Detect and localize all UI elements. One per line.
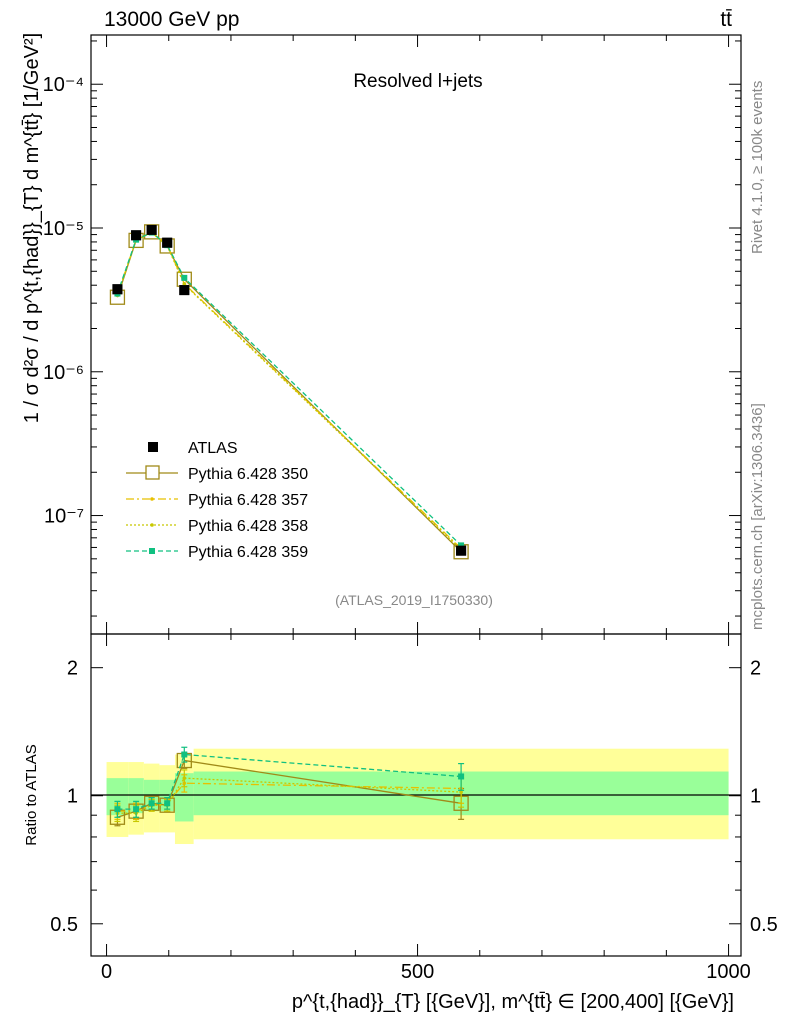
main-point-pythia-6-428-350-2	[143, 224, 160, 240]
main-point-atlas-top-0	[112, 284, 123, 295]
main-point-atlas-top-4	[179, 285, 190, 296]
ratio-x-tick-label: 1000	[706, 961, 751, 983]
x-axis-label: p^{t,{had}}_{T} [{GeV}], m^{tt̄} ∈ [200,…	[292, 991, 734, 1013]
legend-item-pythia-358: Pythia 6.428 358	[126, 518, 308, 535]
ratio-y-axis-label: Ratio to ATLAS	[23, 744, 40, 845]
main-point-atlas-top-3	[162, 237, 173, 248]
mcplots-label: mcplots.cern.ch [arXiv:1306.3436]	[749, 403, 766, 630]
ratio-band-inner-0	[106, 778, 129, 816]
ratio-y-tick-label-right: 2	[750, 658, 761, 680]
main-line-pythia-6-428-359	[116, 231, 462, 546]
main-y-tick-label: 10⁻⁶	[43, 362, 84, 384]
legend: ATLAS Pythia 6.428 350 Pythia 6.428 357 …	[126, 440, 308, 561]
main-line-pythia-6-428-358	[116, 231, 462, 551]
main-y-tick-label: 10⁻⁷	[44, 506, 84, 528]
ratio-x-tick-label: 500	[401, 961, 434, 983]
main-y-tick-label: 10⁻⁵	[43, 218, 84, 240]
ratio-point-pythia-6-428-358-5	[459, 790, 463, 794]
legend-item-pythia-350: Pythia 6.428 350	[126, 465, 308, 483]
ratio-frame	[90, 633, 742, 957]
ratio-y-tick-label: 0.5	[50, 914, 78, 936]
ratio-point-pythia-6-428-359-3	[164, 800, 171, 807]
ratio-band-inner-4	[174, 773, 194, 822]
main-point-pythia-6-428-359-5	[458, 542, 465, 549]
legend-marker-pythia-359	[149, 548, 155, 554]
ratio-point-pythia-6-428-359-2	[148, 800, 155, 807]
ratio-point-pythia-6-428-359-1	[133, 806, 140, 813]
legend-item-pythia-357: Pythia 6.428 357	[126, 492, 308, 509]
rivet-label: Rivet 4.1.0, ≥ 100k events	[749, 81, 766, 254]
main-point-pythia-6-428-359-4	[181, 274, 188, 281]
main-point-atlas-top-1	[131, 230, 142, 241]
legend-label-atlas: ATLAS	[188, 440, 238, 457]
legend-marker-pythia-350	[145, 465, 160, 480]
process-label: tt̄	[720, 8, 732, 31]
ratio-panel: 0.5 0.5 1 1 2 2 0 500 1000 Ratio to ATLAS p^{t,{…	[23, 633, 778, 1013]
analysis-tag: (ATLAS_2019_I1750330)	[335, 592, 493, 608]
energy-label: 13000 GeV pp	[104, 8, 239, 31]
ratio-point-pythia-6-428-359-5	[458, 773, 465, 780]
main-point-atlas-top-2	[146, 224, 157, 235]
legend-marker-pythia-358	[150, 523, 154, 527]
ratio-line-pythia-6-428-359	[117, 753, 462, 810]
ratio-line-pythia-6-428-357	[117, 782, 462, 812]
legend-label-pythia-350: Pythia 6.428 350	[188, 466, 308, 483]
main-y-axis-label: 1 / σ d²σ / d p^{t,{had}}_{T} d m^{tt̄} …	[21, 33, 43, 423]
main-panel: Resolved l+jets (ATLAS_2019_I1750330) 10…	[21, 33, 742, 635]
main-point-atlas-top-5	[456, 545, 467, 556]
legend-item-pythia-359: Pythia 6.428 359	[126, 544, 308, 561]
ratio-point-pythia-6-428-358-4	[182, 776, 187, 780]
ratio-point-pythia-6-428-359-4	[181, 751, 188, 758]
ratio-y-tick-label-right: 0.5	[750, 914, 778, 936]
ratio-y-tick-label: 1	[67, 786, 78, 808]
main-y-tick-label: 10⁻⁴	[43, 74, 84, 96]
legend-marker-pythia-357	[150, 497, 154, 501]
chart-title: Resolved l+jets	[353, 71, 482, 92]
legend-marker-atlas	[148, 442, 158, 452]
legend-label-pythia-359: Pythia 6.428 359	[188, 544, 308, 561]
ratio-y-tick-label-right: 1	[750, 786, 761, 808]
legend-label-pythia-358: Pythia 6.428 358	[188, 518, 308, 535]
legend-label-pythia-357: Pythia 6.428 357	[188, 492, 308, 509]
ratio-line-pythia-6-428-358	[117, 777, 462, 814]
ratio-x-tick-label: 0	[101, 961, 112, 983]
ratio-y-tick-label: 2	[67, 658, 78, 680]
legend-item-atlas: ATLAS	[148, 440, 238, 457]
ratio-point-pythia-6-428-359-0	[114, 806, 121, 813]
